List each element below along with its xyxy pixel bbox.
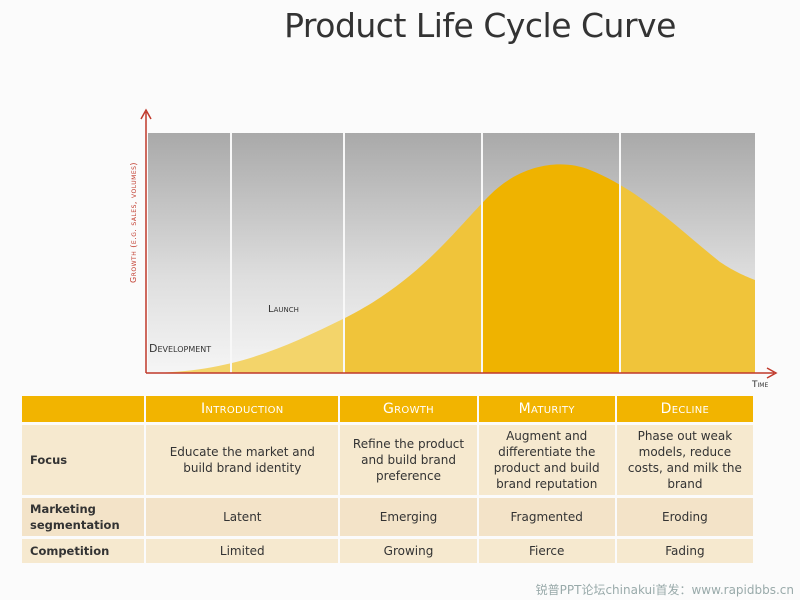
y-axis-arrow	[140, 108, 152, 120]
table-cell: Phase out weak models, reduce costs, and…	[614, 422, 753, 497]
table-cell: Growing	[338, 536, 478, 563]
page-title: Product Life Cycle Curve	[284, 6, 676, 45]
stage-header-decline: Decline	[614, 396, 753, 424]
y-axis-label: Growth (e.g. sales, volumes)	[129, 162, 138, 283]
row-label-competition: Competition	[22, 536, 146, 563]
table-row: Focus Educate the market and build brand…	[22, 422, 753, 497]
row-label-focus: Focus	[22, 422, 146, 497]
watermark-text: 锐普PPT论坛chinakui首发：www.rapidbbs.cn	[535, 583, 794, 597]
table-cell: Refine the product and build brand prefe…	[338, 422, 478, 497]
table-row: Marketing segmentation Latent Emerging F…	[22, 495, 753, 538]
table-cell: Fragmented	[476, 495, 616, 538]
curve-fill-maturity	[482, 164, 620, 373]
stage-table: Introduction Growth Maturity Decline Foc…	[22, 396, 753, 563]
launch-label: Launch	[268, 304, 299, 315]
x-axis-arrow	[766, 367, 778, 379]
table-cell: Latent	[144, 495, 340, 538]
x-axis-label: Time	[751, 380, 768, 390]
table-cell: Fading	[614, 536, 753, 563]
stage-header-growth: Growth	[338, 396, 478, 424]
table-cell: Limited	[144, 536, 340, 563]
table-cell: Fierce	[476, 536, 616, 563]
table-cell: Eroding	[614, 495, 753, 538]
header-blank	[22, 396, 146, 424]
stage-header-introduction: Introduction	[144, 396, 340, 424]
row-label-marketing-segmentation: Marketing segmentation	[22, 495, 146, 538]
table-cell: Augment and differentiate the product an…	[476, 422, 616, 497]
table-cell: Emerging	[338, 495, 478, 538]
table-row: Competition Limited Growing Fierce Fadin…	[22, 536, 753, 563]
table-cell: Educate the market and build brand ident…	[144, 422, 340, 497]
development-label: Development	[149, 342, 211, 355]
stage-header-maturity: Maturity	[476, 396, 616, 424]
stage-header-row: Introduction Growth Maturity Decline	[22, 396, 753, 424]
life-cycle-chart: Growth (e.g. sales, volumes) Time Develo…	[129, 108, 778, 390]
